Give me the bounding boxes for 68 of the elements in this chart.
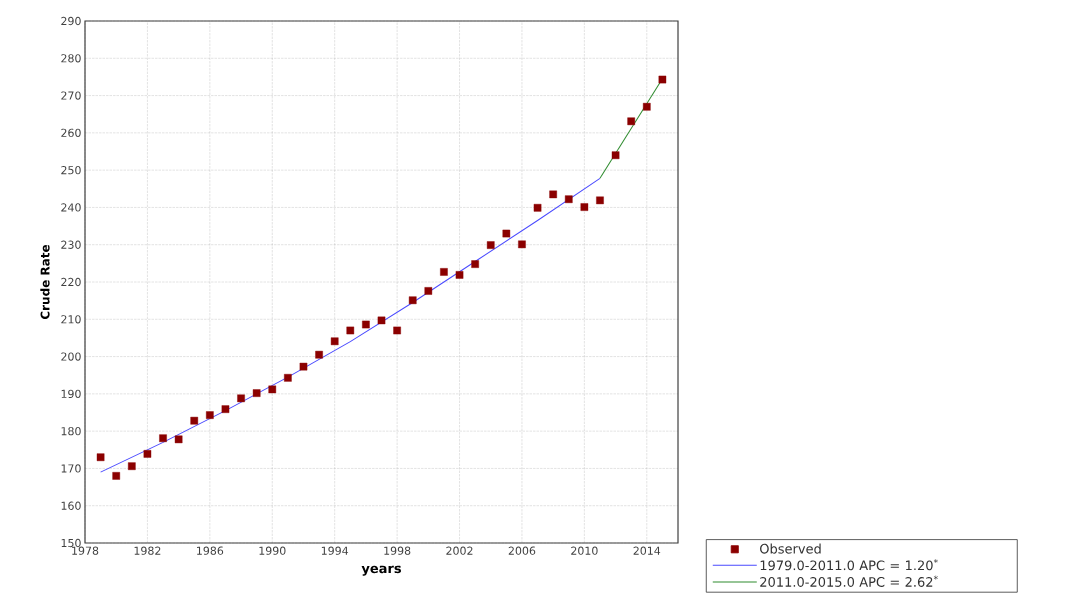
y-axis-title: Crude Rate	[40, 244, 50, 320]
y-tick-label: 290	[61, 16, 81, 26]
point	[533, 204, 542, 212]
point	[455, 271, 464, 279]
x-tick-label: 1982	[134, 546, 161, 555]
point	[377, 316, 386, 325]
point	[486, 241, 495, 249]
y-tick-label: 180	[61, 426, 81, 436]
point	[549, 190, 557, 199]
point	[221, 405, 230, 413]
y-tick-label: 220	[61, 277, 81, 287]
point	[440, 268, 448, 276]
point	[346, 326, 355, 335]
point	[471, 260, 479, 268]
point	[580, 203, 589, 211]
legend-label: 1979.0-2011.0 APC = 1.20$^{*}$	[760, 558, 938, 571]
x-tick-label: 1994	[321, 546, 349, 555]
point	[424, 287, 433, 295]
point	[362, 320, 370, 329]
y-tick-label: 270	[61, 91, 81, 100]
x-axis-title: years	[361, 565, 401, 576]
y-tick-label: 250	[61, 165, 81, 175]
legend-label: 2011.0-2015.0 APC = 2.62$^{*}$	[760, 575, 938, 587]
point	[174, 435, 183, 444]
x-tick-label: 2002	[446, 546, 473, 555]
y-tick-label: 200	[61, 352, 81, 361]
y-tick-label: 160	[61, 501, 81, 510]
x-tick-label: 2014	[633, 546, 661, 555]
point	[315, 350, 323, 359]
y-tick-label: 240	[61, 203, 81, 212]
x-tick-label: 2010	[571, 546, 598, 555]
point	[252, 389, 261, 397]
legend-label: Observed	[760, 543, 821, 554]
x-tick-label: 1990	[259, 546, 286, 555]
y-tick-label: 260	[61, 128, 81, 138]
y-tick-label: 230	[61, 240, 81, 249]
x-tick-label: 1986	[197, 546, 224, 555]
point	[564, 195, 573, 204]
point	[393, 326, 401, 335]
x-tick-label: 1978	[72, 546, 99, 555]
y-tick-label: 150	[61, 538, 81, 548]
y-tick-label: 280	[61, 54, 81, 63]
point	[128, 462, 136, 470]
x-tick-label: 1998	[384, 546, 411, 555]
point	[268, 385, 277, 394]
y-tick-label: 190	[61, 389, 81, 399]
line-series	[100, 177, 601, 473]
point	[596, 196, 604, 205]
point	[408, 296, 417, 305]
point	[643, 102, 651, 111]
point	[159, 434, 167, 443]
point	[143, 450, 152, 458]
point	[611, 151, 620, 160]
point	[299, 362, 308, 371]
y-tick-label: 170	[61, 464, 81, 473]
point	[96, 453, 105, 462]
point	[190, 416, 199, 425]
point	[112, 472, 121, 480]
point	[330, 337, 339, 346]
point	[284, 374, 292, 382]
y-tick-label: 210	[61, 315, 81, 324]
x-tick-label: 2006	[508, 546, 536, 555]
point	[206, 411, 214, 419]
point	[502, 229, 511, 238]
point	[237, 394, 245, 403]
point	[658, 75, 667, 84]
point	[627, 117, 635, 126]
point	[518, 240, 526, 249]
